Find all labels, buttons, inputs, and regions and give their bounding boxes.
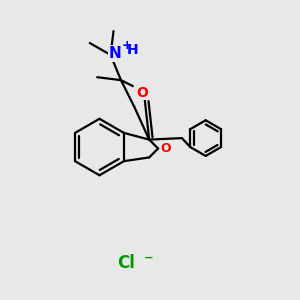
Text: O: O <box>136 86 148 100</box>
Text: Cl: Cl <box>117 254 135 272</box>
Text: O: O <box>160 142 171 155</box>
Text: H: H <box>127 44 139 57</box>
Text: +: + <box>122 40 132 52</box>
Text: ⁻: ⁻ <box>144 253 153 271</box>
Text: N: N <box>109 46 122 61</box>
